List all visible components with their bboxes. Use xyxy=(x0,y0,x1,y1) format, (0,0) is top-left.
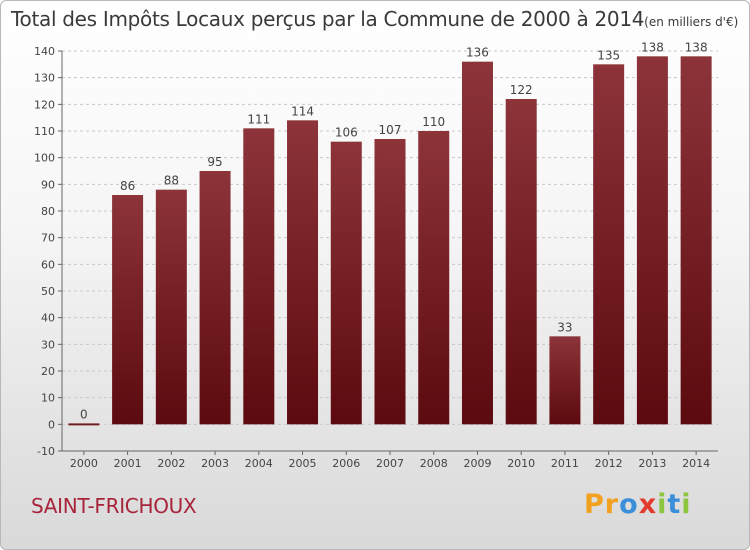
chart-title: Total des Impôts Locaux perçus par la Co… xyxy=(11,7,738,31)
y-tick-label: 30 xyxy=(41,338,55,351)
data-label: 114 xyxy=(291,104,314,118)
data-label: 135 xyxy=(597,48,620,62)
y-tick-label: 80 xyxy=(41,205,55,218)
x-tick-label: 2010 xyxy=(507,457,535,470)
data-label: 106 xyxy=(335,126,358,140)
data-label: 122 xyxy=(510,83,533,97)
logo-letter: x xyxy=(638,489,658,520)
x-tick-label: 2001 xyxy=(114,457,142,470)
bar xyxy=(155,189,187,425)
x-tick-label: 2008 xyxy=(420,457,448,470)
chart-unit: (en milliers d'€) xyxy=(644,15,739,29)
data-label: 86 xyxy=(120,179,135,193)
data-label: 95 xyxy=(207,155,222,169)
bar xyxy=(461,61,493,425)
y-tick-label: 90 xyxy=(41,178,55,191)
bar xyxy=(593,64,625,425)
y-tick-label: 60 xyxy=(41,258,55,271)
x-tick-label: 2007 xyxy=(376,457,404,470)
y-tick-label: 40 xyxy=(41,312,55,325)
x-tick-label: 2012 xyxy=(595,457,623,470)
bar xyxy=(243,128,275,425)
x-tick-label: 2004 xyxy=(245,457,273,470)
y-tick-label: 70 xyxy=(41,232,55,245)
logo-letter: t xyxy=(667,489,682,520)
bar xyxy=(680,56,712,425)
y-tick-label: 100 xyxy=(34,152,55,165)
data-label: 88 xyxy=(164,174,179,188)
logo-letter: P xyxy=(584,489,605,520)
data-label: 111 xyxy=(247,112,270,126)
bar xyxy=(330,141,362,425)
data-label: 138 xyxy=(641,40,664,54)
y-tick-label: 120 xyxy=(34,98,55,111)
x-tick-label: 2005 xyxy=(289,457,317,470)
bar xyxy=(505,99,537,425)
x-tick-label: 2003 xyxy=(201,457,229,470)
bar xyxy=(199,171,231,425)
x-tick-label: 2009 xyxy=(463,457,491,470)
chart-title-text: Total des Impôts Locaux perçus par la Co… xyxy=(11,7,645,31)
bar xyxy=(549,336,581,425)
x-tick-label: 2006 xyxy=(332,457,360,470)
x-tick-label: 2013 xyxy=(638,457,666,470)
x-tick-label: 2002 xyxy=(157,457,185,470)
y-tick-label: 130 xyxy=(34,72,55,85)
data-label: 110 xyxy=(422,115,445,129)
logo-letter: i xyxy=(657,489,668,520)
data-label: 138 xyxy=(685,40,708,54)
y-tick-label: 50 xyxy=(41,285,55,298)
bar xyxy=(112,195,144,425)
x-tick-label: 2014 xyxy=(682,457,710,470)
data-label: 136 xyxy=(466,46,489,60)
bar xyxy=(636,56,668,425)
bar xyxy=(374,139,406,425)
proxiti-logo: Proxiti xyxy=(584,489,692,520)
logo-letter: r xyxy=(604,489,620,520)
y-tick-label: 20 xyxy=(41,365,55,378)
y-tick-label: -10 xyxy=(37,445,55,458)
bar xyxy=(287,120,319,425)
logo-letter: i xyxy=(681,489,692,520)
y-tick-label: 0 xyxy=(48,418,55,431)
y-tick-label: 110 xyxy=(34,125,55,138)
y-tick-label: 140 xyxy=(34,45,55,58)
y-tick-label: 10 xyxy=(41,392,55,405)
bar xyxy=(418,131,450,425)
x-tick-label: 2011 xyxy=(551,457,579,470)
commune-name: SAINT-FRICHOUX xyxy=(31,494,197,518)
bar xyxy=(68,423,100,426)
data-label: 33 xyxy=(557,320,572,334)
logo-letter: o xyxy=(619,489,639,520)
data-label: 0 xyxy=(80,407,88,421)
x-tick-label: 2000 xyxy=(70,457,98,470)
data-label: 107 xyxy=(379,123,402,137)
